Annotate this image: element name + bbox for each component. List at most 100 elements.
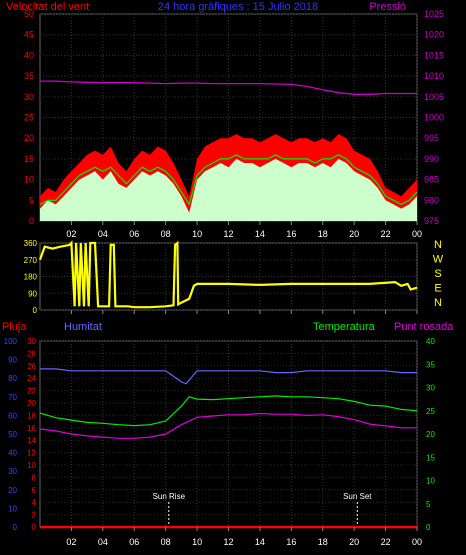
dewpoint-tick-label: 10 <box>27 461 36 470</box>
pressure-tick-label: 1010 <box>424 71 444 81</box>
pressure-axis-title: Pressió <box>369 1 406 13</box>
wind-speed-tick-label: 10 <box>24 175 34 185</box>
temperature-tick-label: 5 <box>426 500 431 509</box>
pressure-tick-label: 1020 <box>424 30 444 40</box>
pressure-tick-label: 975 <box>424 216 439 226</box>
dewpoint-tick-label: 20 <box>27 399 36 408</box>
x-tick-label: 08 <box>161 229 171 239</box>
compass-label: S <box>434 268 441 280</box>
x-tick-label: 12 <box>223 229 233 239</box>
compass-label: E <box>434 283 441 295</box>
temperature-tick-labels: 0 5 10 15 20 25 30 35 40 <box>426 337 435 532</box>
wind-pressure-panel: Velocitat del vent 24 hora gràfiques : 1… <box>6 1 444 239</box>
rain-tick-label: 100 <box>4 337 18 346</box>
wind-pressure-x-tick-labels: 02 04 06 08 10 12 14 16 18 20 22 00 <box>66 221 422 239</box>
rain-tick-label: 90 <box>8 356 17 365</box>
pressure-tick-label: 1015 <box>424 50 444 60</box>
temperature-tick-label: 20 <box>426 430 435 439</box>
temperature-tick-label: 40 <box>426 337 435 346</box>
compass-label: W <box>433 254 444 266</box>
temperature-tick-label: 35 <box>426 360 435 369</box>
rain-tick-label: 50 <box>8 430 17 439</box>
wind-speed-tick-label: 0 <box>29 216 34 226</box>
pressure-tick-label: 1025 <box>424 9 444 19</box>
sun-annotation-label: Sun Set <box>343 492 372 501</box>
x-tick-label: 20 <box>349 537 359 547</box>
rain-axis-title: Pluja <box>2 321 27 333</box>
x-tick-label: 00 <box>412 537 422 547</box>
dewpoint-tick-label: 4 <box>32 498 37 507</box>
x-tick-label: 10 <box>192 229 202 239</box>
wind-direction-series <box>38 240 418 309</box>
wind-direction-grid <box>40 242 418 314</box>
dewpoint-tick-label: 6 <box>32 486 37 495</box>
x-tick-label: 06 <box>129 537 139 547</box>
rain-tick-labels: 0 10 20 30 40 50 60 70 80 90 100 <box>4 337 18 532</box>
temperature-tick-label: 0 <box>426 523 431 532</box>
wind-speed-tick-label: 5 <box>29 195 34 205</box>
x-tick-label: 22 <box>381 229 391 239</box>
pressure-tick-label: 985 <box>424 175 439 185</box>
temperature-tick-label: 30 <box>426 384 435 393</box>
temperature-tick-label: 25 <box>426 407 435 416</box>
rain-tick-label: 30 <box>8 467 17 476</box>
direction-tick-label: 180 <box>24 273 38 282</box>
wind-speed-tick-label: 35 <box>24 71 34 81</box>
x-tick-label: 16 <box>286 537 296 547</box>
chart-title: 24 hora gràfiques : 15 Julio 2018 <box>158 1 318 13</box>
x-tick-label: 00 <box>412 229 422 239</box>
dewpoint-tick-label: 26 <box>27 362 36 371</box>
x-tick-label: 02 <box>66 229 76 239</box>
wind-speed-tick-label: 45 <box>24 30 34 40</box>
pressure-tick-label: 995 <box>424 133 439 143</box>
direction-tick-label: 0 <box>33 306 38 315</box>
x-tick-label: 04 <box>98 229 108 239</box>
temperature-tick-label: 10 <box>426 477 435 486</box>
dewpoint-tick-label: 14 <box>27 436 36 445</box>
dewpoint-tick-label: 0 <box>32 523 37 532</box>
wind-speed-tick-label: 15 <box>24 154 34 164</box>
x-tick-label: 08 <box>161 537 171 547</box>
pressure-line <box>40 80 417 95</box>
wind-speed-tick-label: 20 <box>24 133 34 143</box>
dewpoint-tick-label: 8 <box>32 473 37 482</box>
dewpoint-tick-label: 24 <box>27 374 36 383</box>
wind-direction-tick-labels: 0 90 180 270 360 <box>24 239 38 315</box>
x-tick-label: 14 <box>255 537 265 547</box>
wind-speed-area <box>40 158 417 221</box>
x-tick-label: 18 <box>318 537 328 547</box>
x-tick-label: 22 <box>381 537 391 547</box>
rain-tick-label: 70 <box>8 393 17 402</box>
compass-label: N <box>434 239 442 251</box>
x-tick-label: 06 <box>129 229 139 239</box>
x-tick-label: 12 <box>223 537 233 547</box>
sun-annotations: Sun Rise Sun Set <box>153 492 372 527</box>
rain-tick-label: 40 <box>8 449 17 458</box>
rain-tick-label: 0 <box>13 523 18 532</box>
dewpoint-tick-label: 16 <box>27 424 36 433</box>
rain-tick-label: 10 <box>8 504 17 513</box>
rain-tick-label: 60 <box>8 411 17 420</box>
wind-speed-tick-label: 50 <box>24 9 34 19</box>
humidity-axis-title: Humitat <box>64 321 102 333</box>
x-tick-label: 18 <box>318 229 328 239</box>
compass-label: N <box>434 297 442 309</box>
direction-tick-label: 270 <box>24 256 38 265</box>
sun-annotation-label: Sun Rise <box>153 492 186 501</box>
pressure-tick-label: 1005 <box>424 92 444 102</box>
dewpoint-axis-title: Punt rosada <box>394 321 454 333</box>
dewpoint-tick-label: 28 <box>27 349 36 358</box>
wind-average-line <box>39 154 418 206</box>
x-tick-label: 16 <box>286 229 296 239</box>
humidity-temperature-panel: Pluja Humitat Temperatura Punt rosada 0 1… <box>2 321 454 547</box>
wind-speed-tick-label: 25 <box>24 113 34 123</box>
wind-speed-tick-label: 40 <box>24 50 34 60</box>
direction-tick-label: 360 <box>24 239 38 248</box>
humidity-temperature-x-tick-labels: 02 04 06 08 10 12 14 16 18 20 22 00 <box>66 527 422 547</box>
wind-speed-axis-title: Velocitat del vent <box>6 1 89 13</box>
wind-pressure-series <box>39 80 418 221</box>
x-tick-label: 02 <box>66 537 76 547</box>
